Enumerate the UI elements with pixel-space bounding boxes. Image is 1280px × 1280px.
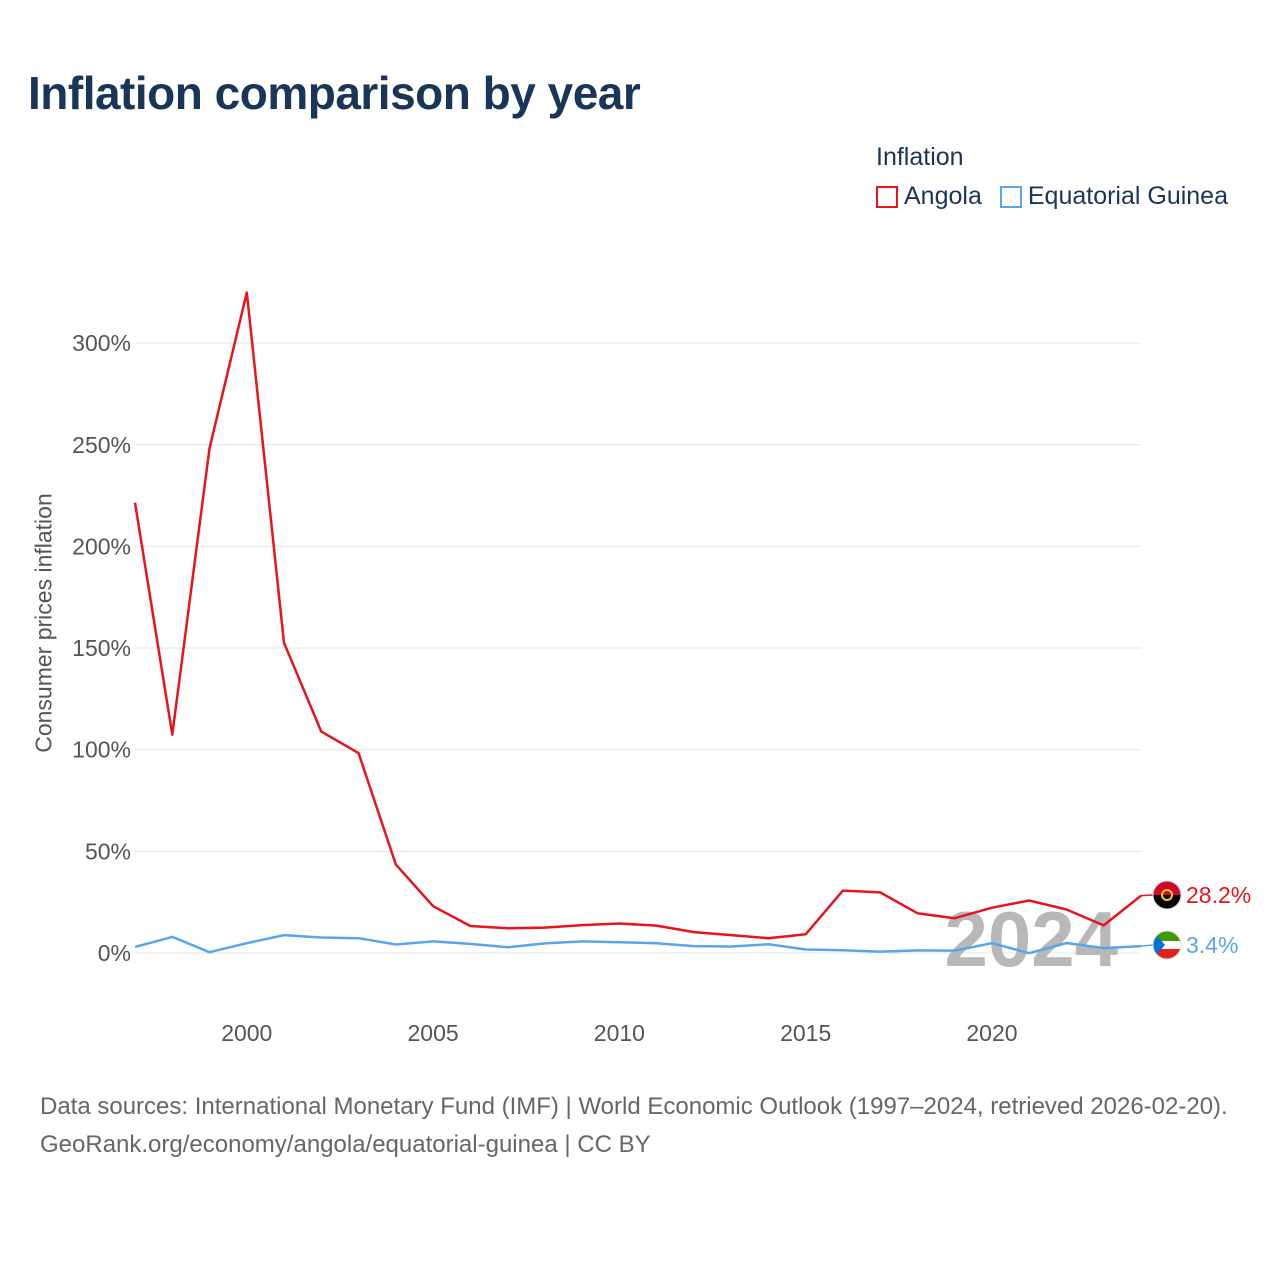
series-line-equatorial-guinea <box>134 933 1142 955</box>
flag-border-equatorial-guinea <box>1152 930 1182 960</box>
y-tick-label-250: 250% <box>72 432 131 458</box>
footer: Data sources: International Monetary Fun… <box>40 1088 1250 1164</box>
flag-triangle <box>1153 931 1165 959</box>
series-line-angola <box>133 291 1142 940</box>
legend-swatch-angola <box>876 185 898 208</box>
chart-area: 0% 50% 100% 150% 200% 250% 300% 2000 2005 2010 201… <box>72 291 1251 1046</box>
flag-band-red <box>1153 881 1181 895</box>
legend-label-angola: Angola <box>904 182 982 210</box>
flag-band-red <box>1153 949 1181 959</box>
flag-equatorial-guinea-icon <box>1152 930 1182 960</box>
year-watermark: 2024 <box>944 895 1118 983</box>
x-tick-label-2000: 2000 <box>221 1020 272 1046</box>
flag-border-angola <box>1152 880 1182 910</box>
flag-band-green <box>1153 931 1181 941</box>
end-value-label-angola: 28.2% <box>1186 882 1251 908</box>
y-tick-label-300: 300% <box>72 330 131 356</box>
legend-label-equatorial-guinea: Equatorial Guinea <box>1027 182 1228 210</box>
flag-emblem <box>1161 889 1173 901</box>
x-tick-label-2010: 2010 <box>594 1020 645 1046</box>
flag-band-black <box>1153 895 1181 909</box>
legend-item-equatorial-guinea[interactable]: Equatorial Guinea <box>999 182 1228 211</box>
end-value-label-equatorial-guinea: 3.4% <box>1186 932 1238 958</box>
y-tick-label-150: 150% <box>72 635 131 661</box>
y-tick-label-0: 0% <box>98 940 131 966</box>
end-connector-equatorial-guinea <box>1140 944 1154 947</box>
legend: Inflation Angola Equatorial Guinea <box>876 143 1246 211</box>
x-tick-label-2005: 2005 <box>407 1020 458 1046</box>
flag-band-white <box>1153 941 1181 949</box>
flag-body-equatorial-guinea <box>1153 931 1181 959</box>
flag-angola-icon <box>1152 880 1182 910</box>
legend-item-angola[interactable]: Angola <box>876 182 982 211</box>
data-sources: Data sources: International Monetary Fun… <box>40 1093 1228 1120</box>
flag-body-angola <box>1153 881 1181 909</box>
legend-title: Inflation <box>876 143 964 171</box>
y-tick-label-100: 100% <box>72 737 131 763</box>
x-tick-label-2020: 2020 <box>966 1020 1017 1046</box>
y-tick-label-50: 50% <box>85 838 131 864</box>
y-tick-label-200: 200% <box>72 533 131 559</box>
legend-swatch-equatorial-guinea <box>999 185 1022 208</box>
credit-link[interactable]: GeoRank.org/economy/angola/equatorial-gu… <box>40 1131 651 1158</box>
chart-title: Inflation comparison by year <box>28 67 641 119</box>
end-connector-angola <box>1140 894 1154 897</box>
x-tick-label-2015: 2015 <box>780 1020 831 1046</box>
